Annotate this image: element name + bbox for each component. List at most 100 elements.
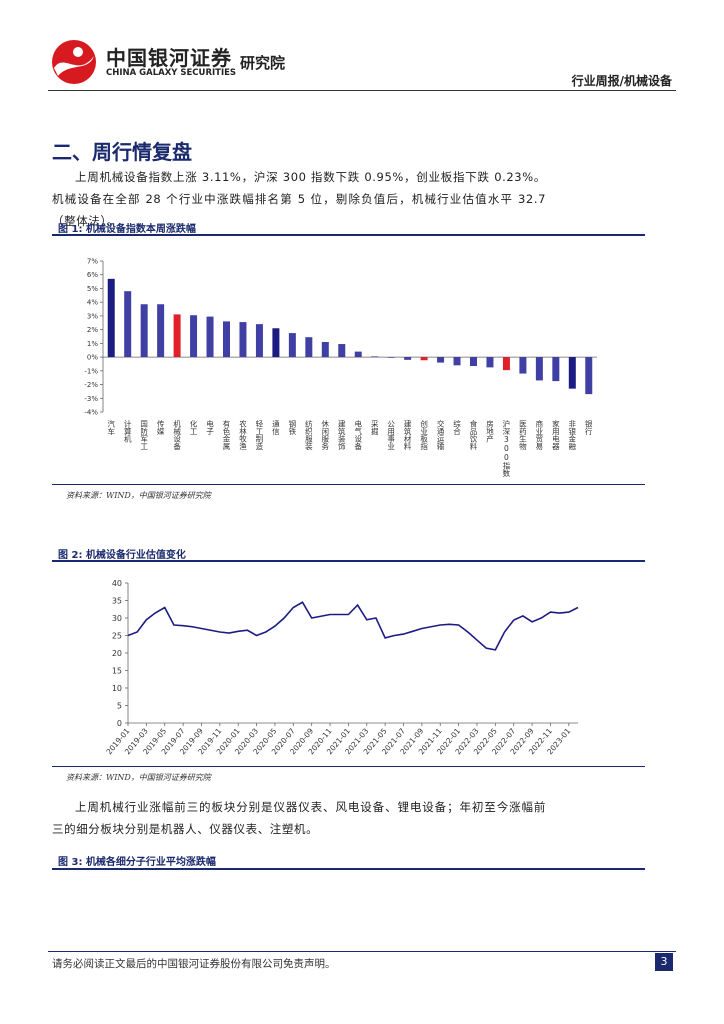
bar [255, 324, 263, 358]
institute: 研究院 [240, 54, 286, 72]
figure-caption: 图 3: 机械各细分子行业平均涨跌幅 [58, 853, 216, 868]
x-tick-label: 电气设备 [353, 419, 362, 452]
x-tick-label: 国防军工 [139, 420, 148, 451]
x-tick-label: 通信 [271, 419, 280, 437]
y-tick-label: 20 [112, 649, 122, 658]
caption-rule [52, 868, 645, 870]
bar [239, 322, 247, 358]
y-tick-label: 25 [112, 632, 122, 641]
x-tick-label: 有色金属 [222, 419, 231, 452]
bar [173, 314, 181, 358]
x-tick-label: 电子 [205, 419, 214, 436]
bar [272, 328, 280, 358]
x-tick-label: 计算机 [123, 419, 132, 444]
bar [140, 304, 148, 358]
bar [404, 357, 412, 360]
disclaimer: 请务必阅读正文最后的中国银河证券股份有限公司免责声明。 [52, 958, 336, 970]
line-series [127, 601, 579, 651]
figure-label: 图 2: [58, 550, 83, 561]
y-tick-label: -3% [84, 395, 98, 403]
x-tick-label: 农林牧渔 [238, 419, 247, 451]
y-tick-label: 3% [87, 312, 98, 320]
caption-rule [52, 234, 645, 236]
y-tick-label: 30 [112, 614, 122, 623]
source-rule [52, 484, 645, 485]
bar [568, 357, 576, 389]
x-tick-label: 综合 [452, 419, 461, 437]
figure-title: 机械各细分子行业平均涨跌幅 [85, 857, 216, 868]
x-tick-label: 商业贸易 [535, 419, 544, 452]
y-tick-label: 1% [87, 340, 98, 348]
bar [321, 341, 329, 358]
figure-source: 资料来源：WIND，中国银河证券研究院 [66, 773, 211, 782]
x-tick-label: 公用事业 [386, 420, 395, 450]
y-tick-label: 0% [87, 354, 98, 362]
bar-chart: -4% -3% -2% -1% 0% 1% 2% 3% 4% 5% 6% 7% 汽车 计算机 国防军工 传媒机… [84, 258, 597, 479]
page-number: 3 [655, 953, 673, 971]
x-tick-label: 房地产 [485, 419, 494, 444]
bar [338, 344, 346, 358]
figure-title: 机械设备指数本周涨跌幅 [85, 224, 196, 235]
y-tick-label: 10 [112, 684, 122, 693]
y-tick-label: 4% [87, 299, 98, 307]
bar [124, 291, 132, 358]
bar [223, 321, 230, 358]
logo-wave [54, 56, 94, 76]
y-tick-label: 0 [117, 719, 122, 728]
figure-source: 资料来源：WIND，中国银河证券研究院 [66, 491, 211, 500]
header-rule [48, 90, 676, 91]
y-tick-label: 35 [112, 597, 122, 606]
paragraph: 上周机械设备指数上涨 3.11%，沪深 300 指数下跌 0.95%，创业板指下… [52, 170, 546, 228]
section-title: 二、周行情复盘 [52, 140, 192, 164]
logo [52, 40, 96, 84]
x-tick-label: 建筑装饰 [337, 419, 346, 452]
figure-label: 图 3: [58, 857, 83, 868]
paragraph: 上周机械行业涨幅前三的板块分别是仪器仪表、风电设备、锂电设备；年初至今涨幅前三的… [52, 800, 546, 836]
bar [354, 351, 362, 358]
figure-caption: 图 1: 机械设备指数本周涨跌幅 [58, 220, 196, 235]
figure-caption: 图 2: 机械设备行业估值变化 [58, 546, 186, 561]
x-tick-label: 医药生物 [518, 420, 527, 452]
bar [107, 278, 115, 358]
brand-en: CHINA GALAXY SECURITIES [106, 68, 237, 78]
bar [371, 356, 379, 358]
bar [470, 357, 477, 367]
x-tick-label: 银行 [584, 420, 593, 437]
bar [288, 333, 296, 358]
bar [486, 357, 494, 368]
bar [190, 315, 198, 358]
footer-rule [48, 951, 676, 952]
x-tick-label: 沪深300指数 [502, 419, 511, 479]
bar [535, 357, 543, 381]
y-tick-label: 40 [112, 579, 122, 588]
x-tick-label: 非银金融 [568, 419, 577, 452]
y-tick-label: 6% [87, 271, 98, 279]
logo-circle [52, 40, 96, 84]
brand-cn: 中国银河证券 [106, 46, 232, 70]
x-tick-label: 轻工制造 [255, 419, 264, 452]
figure-label: 图 1: [58, 224, 83, 235]
caption-rule [52, 560, 645, 562]
bar [585, 357, 593, 395]
bar [305, 337, 313, 358]
bar [206, 316, 214, 358]
source-rule [52, 766, 645, 767]
line-chart: 05101520253035402019-012019-032019-05201… [104, 579, 579, 756]
bar [453, 357, 461, 366]
bar [420, 357, 428, 361]
x-tick-label: 交通运输 [436, 419, 445, 452]
y-tick-label: 7% [87, 258, 98, 266]
bar [552, 357, 560, 382]
x-tick-label: 汽车 [106, 419, 115, 437]
x-tick-label: 建筑材料 [403, 419, 412, 452]
bar [519, 357, 527, 374]
bar [157, 304, 165, 358]
logo-dot [73, 47, 83, 57]
x-tick-label: 机械设备 [172, 419, 181, 452]
x-tick-label: 食品饮料 [469, 419, 478, 452]
y-tick-label: -1% [84, 367, 98, 375]
report-type: 行业周报/机械设备 [571, 74, 672, 88]
y-tick-label: 2% [87, 326, 98, 334]
x-tick-label: 化工 [189, 419, 198, 436]
